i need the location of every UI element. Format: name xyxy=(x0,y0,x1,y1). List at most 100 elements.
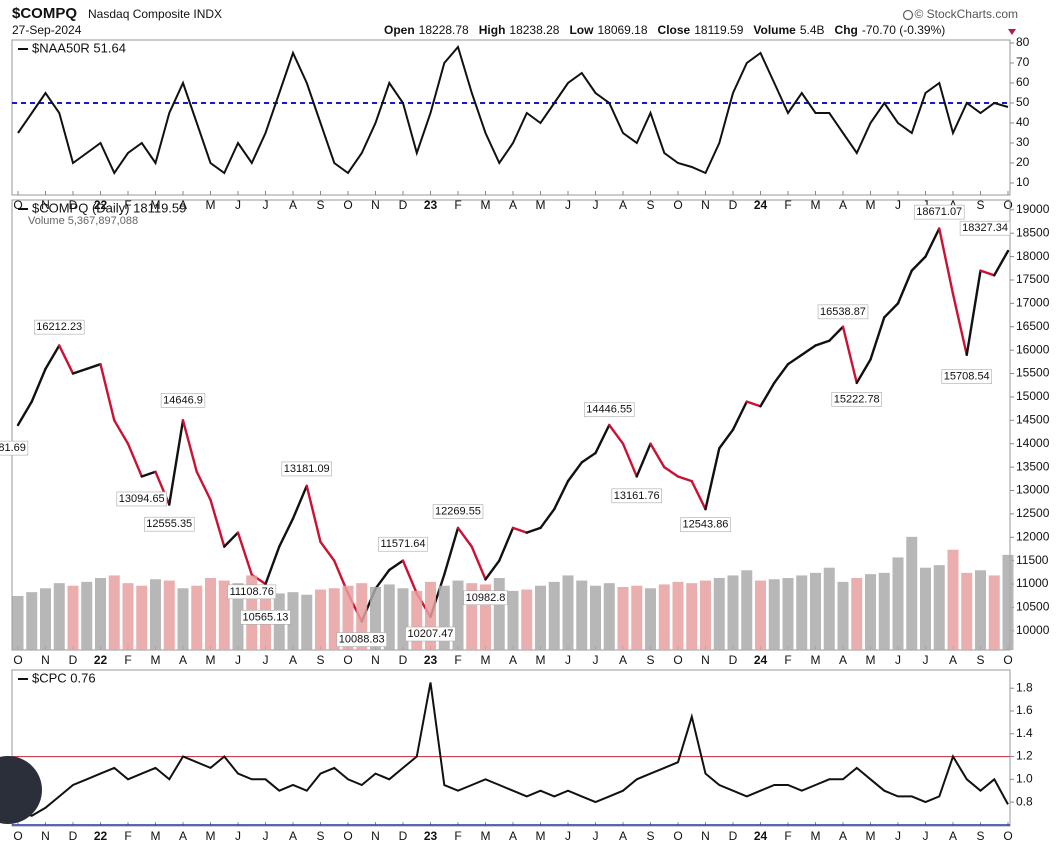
corner-button[interactable] xyxy=(0,756,42,824)
volume-bar xyxy=(466,583,478,650)
x-tick-label: S xyxy=(316,653,324,667)
x-tick-label: J xyxy=(263,653,269,667)
volume-bar xyxy=(315,589,326,650)
y-tick-label: 17500 xyxy=(1016,272,1050,286)
x-tick-label: J xyxy=(565,829,571,843)
volume-bar xyxy=(975,570,986,650)
price-segment xyxy=(140,470,157,478)
price-segment xyxy=(456,526,473,548)
x-tick-label: M xyxy=(811,653,821,667)
x-tick-label: M xyxy=(151,198,161,212)
y-tick-label: 1.0 xyxy=(1016,771,1033,785)
volume-bar xyxy=(191,585,203,650)
volume-bar xyxy=(507,590,519,650)
volume-bar xyxy=(768,579,780,650)
x-tick-label: N xyxy=(41,653,50,667)
x-tick-label: M xyxy=(536,198,546,212)
volume-bar xyxy=(425,581,436,650)
price-segment xyxy=(690,479,707,511)
x-tick-label: J xyxy=(235,198,241,212)
price-segment xyxy=(910,255,927,272)
x-tick-label: 23 xyxy=(424,198,438,212)
x-tick-label: J xyxy=(235,653,241,667)
annotation-box xyxy=(160,393,206,408)
x-tick-label: M xyxy=(481,829,491,843)
price-segment xyxy=(278,517,295,548)
price-segment xyxy=(869,316,886,361)
x-tick-label: M xyxy=(866,653,876,667)
volume-bar xyxy=(823,567,835,650)
volume-bar xyxy=(672,581,684,650)
x-tick-label: S xyxy=(976,653,984,667)
volume-bar xyxy=(920,567,931,650)
volume-bar xyxy=(631,585,643,650)
annotation-box xyxy=(914,204,965,220)
symbol: $COMPQ xyxy=(12,5,77,22)
x-tick-label: 22 xyxy=(94,198,108,212)
x-tick-label: 23 xyxy=(424,829,438,843)
volume-bar xyxy=(521,589,533,650)
annotation-label: 14646.9 xyxy=(163,394,203,406)
annotation-box xyxy=(405,626,456,642)
price-segment xyxy=(608,423,625,445)
stat-label: Chg xyxy=(835,23,858,37)
x-tick-label: O xyxy=(673,198,682,212)
x-tick-label: D xyxy=(69,653,78,667)
price-segment xyxy=(828,325,845,343)
x-tick-label: N xyxy=(371,829,380,843)
x-tick-label: N xyxy=(701,198,710,212)
annotation-box xyxy=(34,319,85,335)
x-tick-label: M xyxy=(481,198,491,212)
volume-bar xyxy=(713,578,725,650)
price-segment xyxy=(44,344,61,371)
price-segment xyxy=(621,442,638,478)
y-tick-label: 1.8 xyxy=(1016,680,1033,694)
x-tick-label: S xyxy=(976,198,984,212)
annotation-box xyxy=(378,536,428,552)
annotation-box xyxy=(959,220,1011,236)
x-tick-label: M xyxy=(151,653,161,667)
y-tick-label: 70 xyxy=(1016,55,1030,69)
volume-bar xyxy=(727,575,739,650)
y-tick-label: 1.6 xyxy=(1016,703,1033,717)
x-tick-label: M xyxy=(206,829,216,843)
volume-bar xyxy=(755,580,766,650)
x-tick-label: A xyxy=(949,653,957,667)
price-segment xyxy=(855,358,872,385)
price-segment xyxy=(883,302,900,319)
x-tick-label: N xyxy=(371,198,380,212)
x-tick-label: A xyxy=(179,198,187,212)
price-segment xyxy=(236,531,253,576)
x-tick-label: F xyxy=(454,198,461,212)
index-name: Nasdaq Composite INDX xyxy=(88,7,222,21)
x-tick-label: 22 xyxy=(94,829,108,843)
annotation-label: 12543.86 xyxy=(683,519,729,531)
annotation-label: 12555.35 xyxy=(146,518,192,530)
y-tick-label: 40 xyxy=(1016,115,1030,129)
x-tick-label: F xyxy=(784,653,791,667)
panel-frame xyxy=(11,669,1011,827)
series-line xyxy=(17,682,1009,817)
x-tick-label: A xyxy=(509,198,517,212)
volume-bar xyxy=(878,572,890,650)
panel-subtitle: Volume 5,367,897,088 xyxy=(28,215,138,227)
stat-label: High xyxy=(479,23,506,37)
price-segment xyxy=(181,419,198,473)
annotation-box xyxy=(611,488,662,504)
y-tick-label: 11000 xyxy=(1016,576,1049,590)
x-tick-label: A xyxy=(179,653,187,667)
y-tick-label: 17000 xyxy=(1016,296,1050,310)
volume-bar xyxy=(493,578,505,650)
x-tick-label: J xyxy=(895,198,901,212)
x-tick-label: S xyxy=(646,829,654,843)
price-segment xyxy=(539,507,556,530)
volume-bar xyxy=(700,580,711,650)
x-tick-label: S xyxy=(646,198,654,212)
x-tick-label: S xyxy=(316,829,324,843)
y-tick-label: 16500 xyxy=(1016,319,1050,333)
annotation-box xyxy=(432,504,484,519)
annotation-label: 15708.54 xyxy=(944,371,990,383)
x-tick-label: 22 xyxy=(94,653,108,667)
volume-bar xyxy=(122,583,134,650)
y-tick-label: 14500 xyxy=(1016,412,1050,426)
